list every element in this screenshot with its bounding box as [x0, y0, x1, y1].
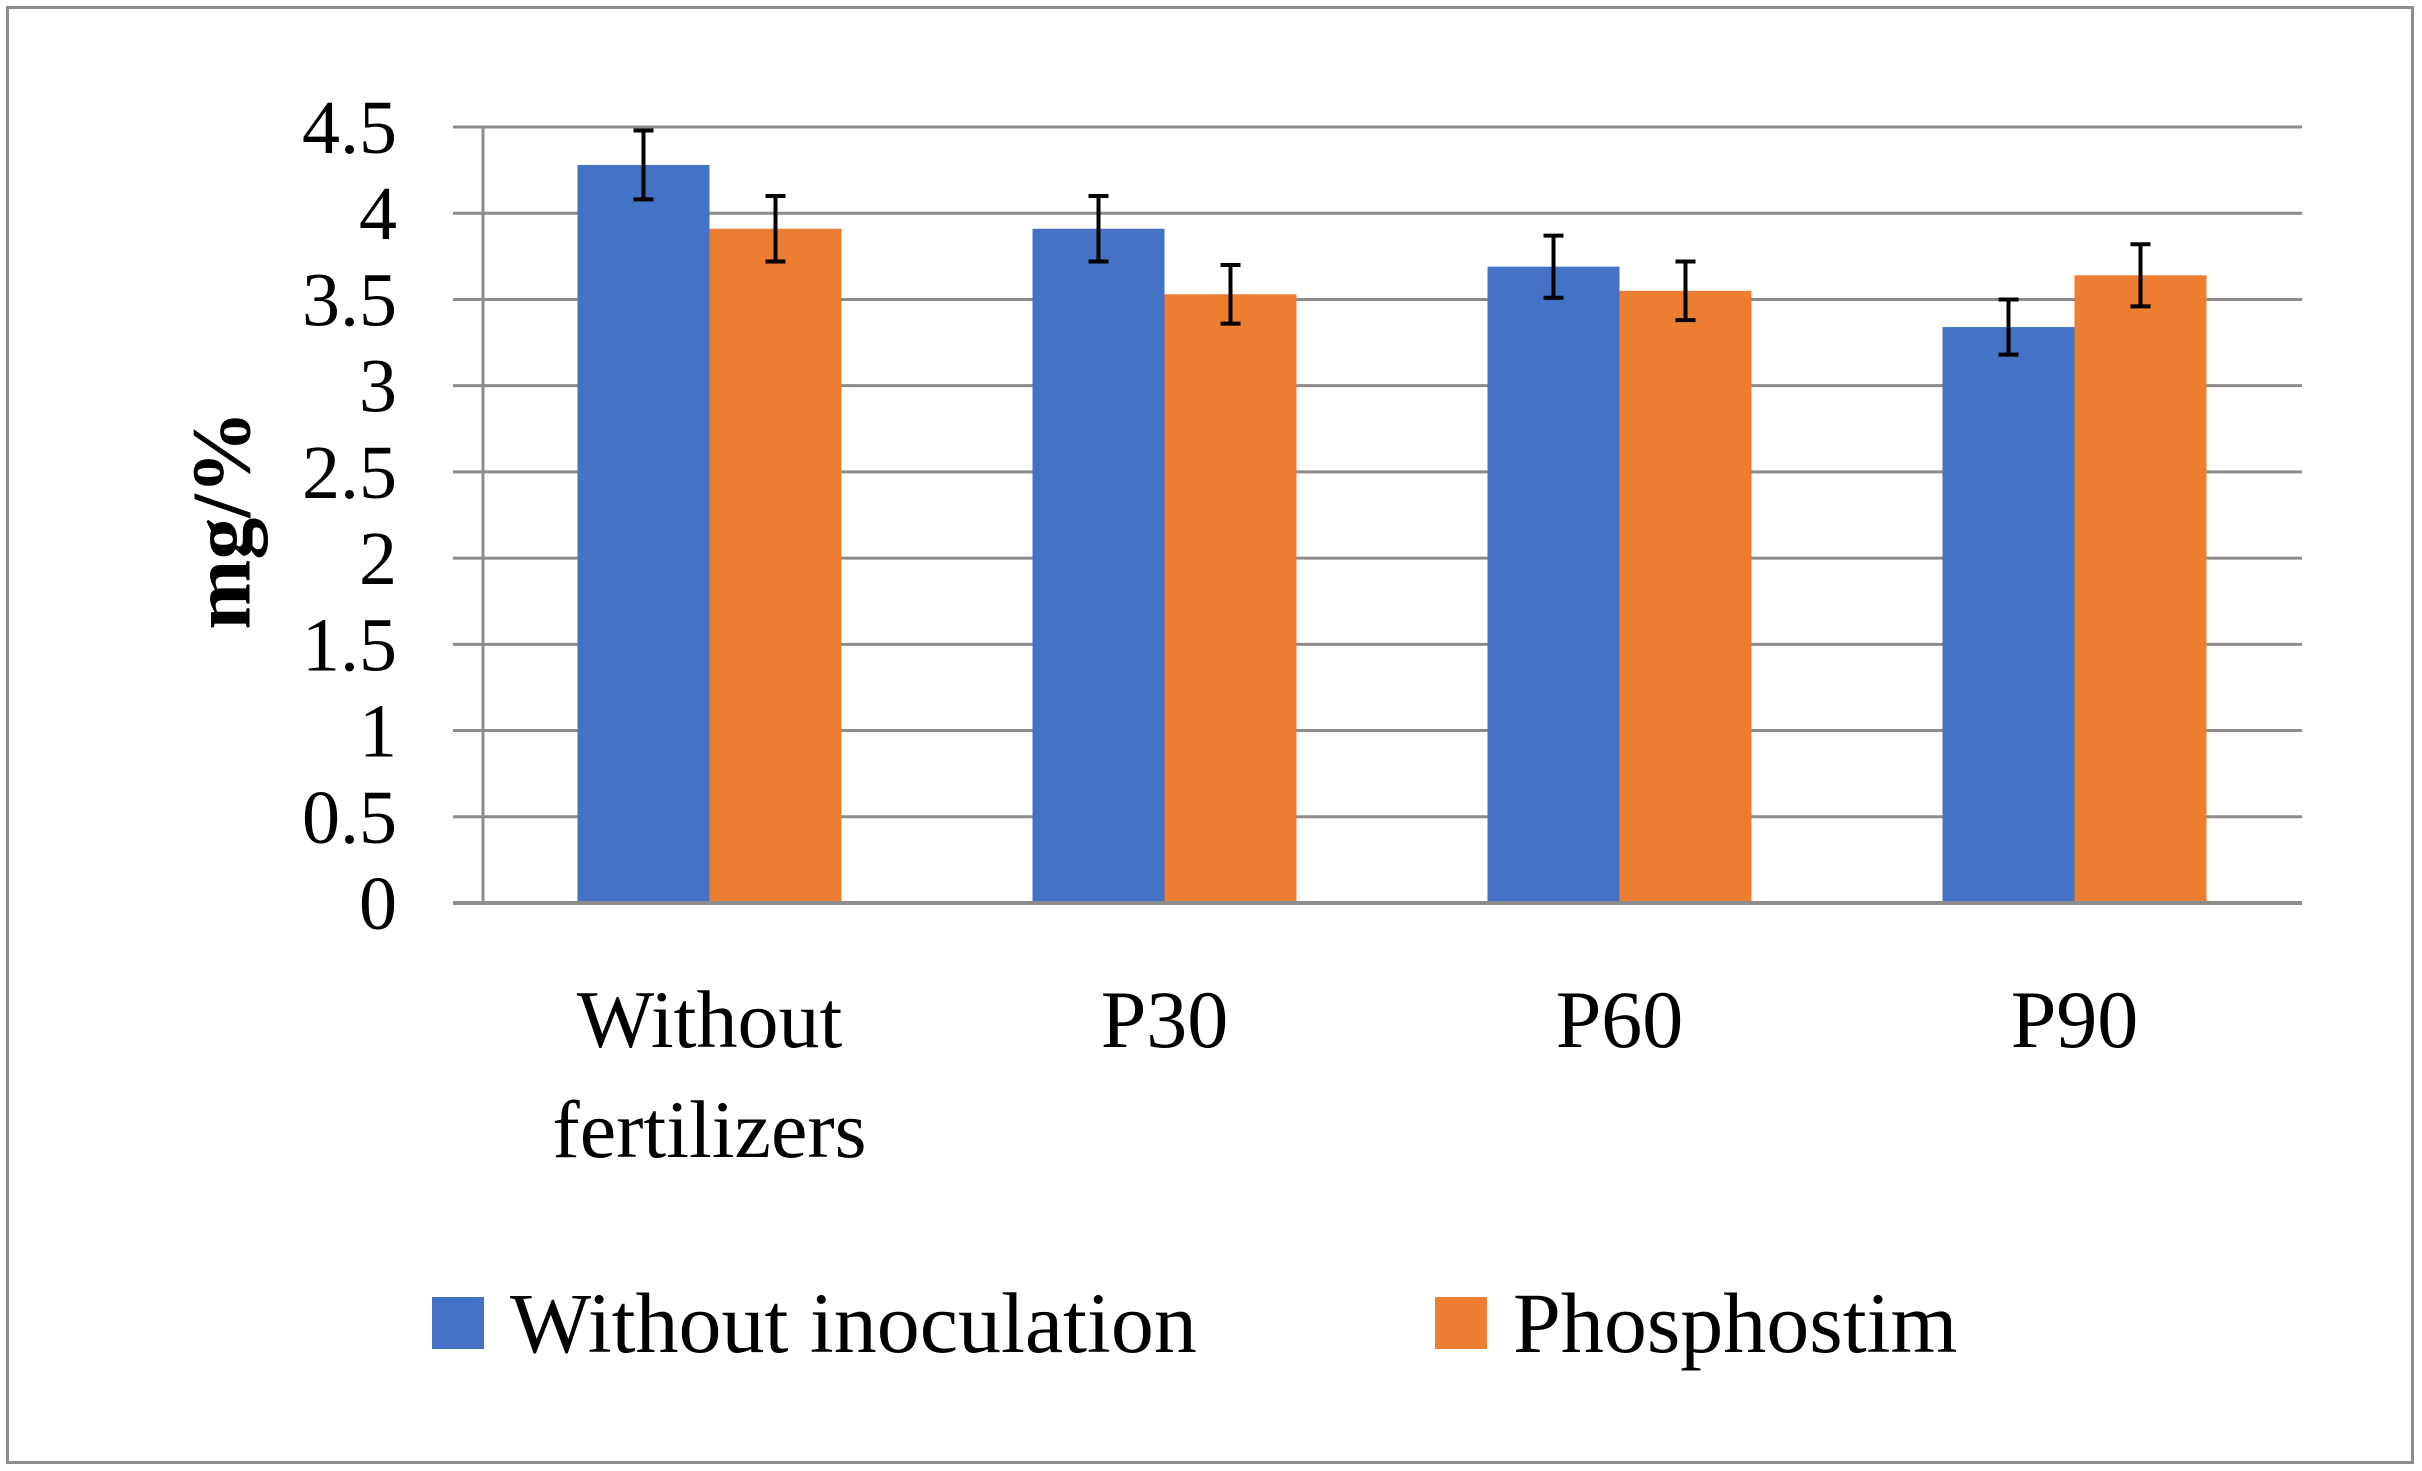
- bar-phosphostim-3: [2074, 275, 2207, 903]
- bar-phosphostim-0: [709, 228, 842, 904]
- y-tick-labels: 00.511.522.533.544.5: [302, 86, 397, 946]
- y-tick-label: 2.5: [302, 431, 397, 515]
- y-axis-title: mg/%: [176, 410, 269, 629]
- y-tick-label: 4.5: [302, 86, 397, 170]
- y-tick-label: 1.5: [302, 603, 397, 687]
- bars: [577, 164, 2207, 904]
- error-bars: [633, 128, 2151, 357]
- y-tick-label: 3.5: [302, 258, 397, 342]
- y-tick-label: 0: [359, 862, 397, 946]
- y-tick-label: 0.5: [302, 776, 397, 860]
- axes: [453, 127, 2302, 905]
- x-category-labels: Without fertilizers P30 P60 P90: [552, 974, 2138, 1175]
- legend-swatch-without-inoculation: [432, 1297, 484, 1349]
- x-category-label: P30: [1101, 974, 1229, 1065]
- x-category-label: Without fertilizers: [552, 974, 866, 1175]
- bar-phosphostim-1: [1164, 294, 1297, 903]
- bar-without-inoculation-0: [577, 164, 710, 904]
- y-tick-label: 3: [359, 345, 397, 429]
- bar-without-inoculation-2: [1487, 266, 1620, 903]
- bar-without-inoculation-3: [1942, 327, 2075, 904]
- bar-without-inoculation-1: [1032, 228, 1165, 904]
- legend-label-without-inoculation: Without inoculation: [510, 1275, 1197, 1371]
- legend: Without inoculation Phosphostim: [432, 1275, 1957, 1371]
- legend-swatch-phosphostim: [1435, 1297, 1487, 1349]
- y-tick-label: 4: [359, 172, 397, 256]
- y-tick-label: 2: [359, 517, 397, 601]
- legend-label-phosphostim: Phosphostim: [1513, 1275, 1957, 1371]
- x-category-label: P60: [1556, 974, 1684, 1065]
- y-tick-label: 1: [359, 690, 397, 774]
- bar-phosphostim-2: [1619, 290, 1752, 903]
- x-category-label: P90: [2011, 974, 2139, 1065]
